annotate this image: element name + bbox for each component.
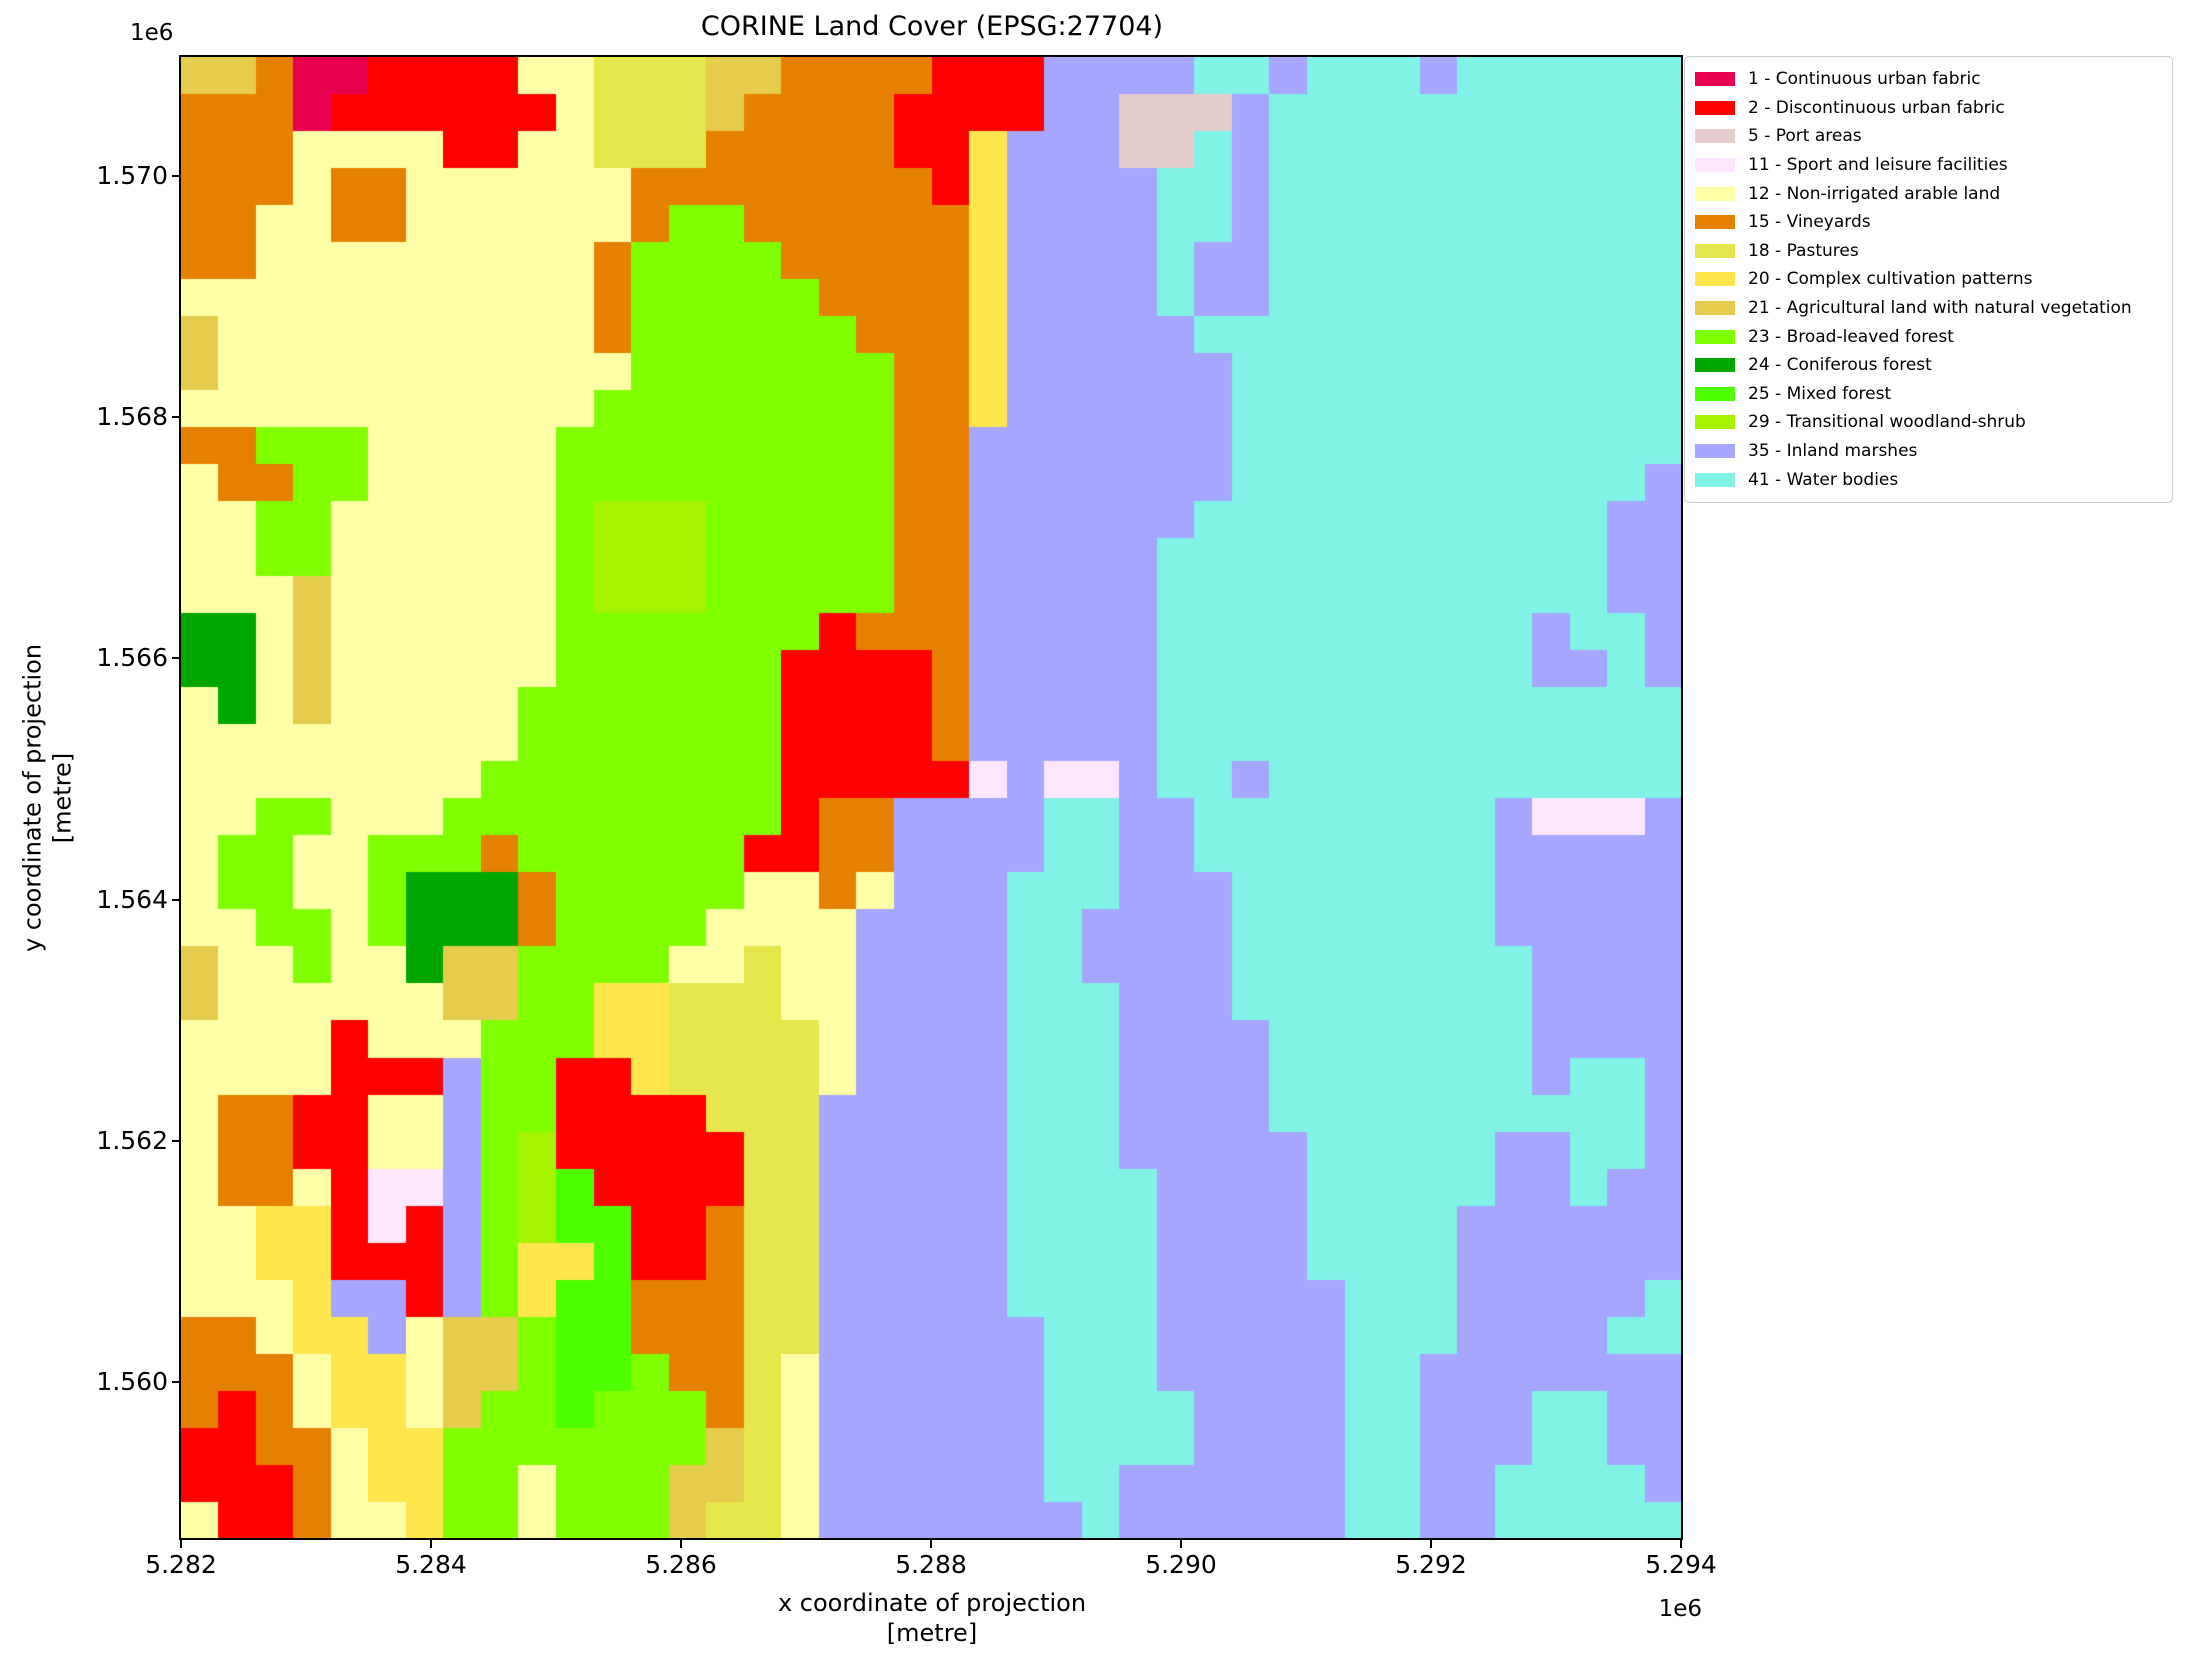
legend-item: 12 - Non-irrigated arable land [1695,179,2162,208]
y-tick-mark [172,175,180,178]
y-tick-label: 1.560 [96,1367,168,1397]
y-tick-label: 1.570 [96,161,168,191]
x-axis-offset-label: 1e6 [1658,1596,1702,1622]
x-tick-mark [180,1540,182,1548]
legend-label: 41 - Water bodies [1748,469,1899,490]
x-tick-mark [1180,1540,1182,1548]
legend-item: 2 - Discontinuous urban fabric [1695,94,2162,123]
legend-label: 21 - Agricultural land with natural vege… [1748,298,2132,319]
y-tick-label: 1.566 [96,643,168,673]
x-tick-label: 5.292 [1395,1550,1467,1579]
legend-label: 35 - Inland marshes [1748,441,1918,462]
y-axis-offset-label: 1e6 [130,20,174,46]
legend-item: 21 - Agricultural land with natural vege… [1695,294,2162,323]
y-axis-label-line2: [metre] [48,752,77,844]
x-tick-label: 5.288 [895,1550,967,1579]
y-tick-mark [172,898,180,901]
legend-label: 11 - Sport and leisure facilities [1748,155,2008,176]
legend-label: 1 - Continuous urban fabric [1748,69,1981,90]
legend-item: 24 - Coniferous forest [1695,351,2162,380]
legend-swatch [1695,329,1735,344]
legend-label: 23 - Broad-leaved forest [1748,326,1954,347]
y-tick-mark [172,657,180,660]
legend-item: 5 - Port areas [1695,122,2162,151]
x-tick-mark [1430,1540,1432,1548]
legend: 1 - Continuous urban fabric 2 - Discontin… [1684,56,2173,503]
legend-swatch [1695,272,1735,287]
legend-swatch [1695,415,1735,430]
legend-swatch [1695,243,1735,258]
x-tick-mark [680,1540,682,1548]
legend-swatch [1695,186,1735,201]
legend-item: 15 - Vineyards [1695,208,2162,237]
x-tick-label: 5.282 [145,1550,217,1579]
legend-label: 2 - Discontinuous urban fabric [1748,97,2005,118]
legend-item: 35 - Inland marshes [1695,437,2162,466]
legend-swatch [1695,129,1735,144]
legend-item: 25 - Mixed forest [1695,380,2162,409]
legend-label: 15 - Vineyards [1748,212,1871,233]
legend-label: 25 - Mixed forest [1748,383,1892,404]
legend-swatch [1695,472,1735,487]
legend-swatch [1695,158,1735,173]
x-tick-label: 5.290 [1145,1550,1217,1579]
legend-label: 5 - Port areas [1748,126,1862,147]
legend-item: 11 - Sport and leisure facilities [1695,151,2162,180]
legend-swatch [1695,444,1735,459]
legend-label: 20 - Complex cultivation patterns [1748,269,2033,290]
legend-swatch [1695,386,1735,401]
legend-swatch [1695,358,1735,373]
x-tick-mark [1680,1540,1682,1548]
x-axis-label-line2: [metre] [886,1619,978,1647]
y-axis-label-line1: y coordinate of projection [18,643,47,953]
y-tick-label: 1.562 [96,1125,168,1155]
legend-item: 18 - Pastures [1695,237,2162,266]
legend-swatch [1695,72,1735,87]
y-tick-mark [172,1381,180,1384]
x-axis-label: x coordinate of projection [metre] [181,1588,1683,1648]
legend-item: 1 - Continuous urban fabric [1695,65,2162,94]
x-tick-label: 5.284 [395,1550,467,1579]
y-tick-mark [172,416,180,419]
legend-swatch [1695,100,1735,115]
x-tick-label: 5.286 [645,1550,717,1579]
legend-item: 29 - Transitional woodland-shrub [1695,408,2162,437]
y-tick-label: 1.564 [96,884,168,914]
legend-label: 12 - Non-irrigated arable land [1748,183,2001,204]
legend-label: 18 - Pastures [1748,240,1859,261]
land-cover-raster-map [181,57,1683,1540]
y-tick-mark [172,1139,180,1142]
x-tick-mark [430,1540,432,1548]
legend-swatch [1695,215,1735,230]
legend-item: 20 - Complex cultivation patterns [1695,265,2162,294]
legend-item: 41 - Water bodies [1695,465,2162,494]
legend-swatch [1695,301,1735,316]
chart-title: CORINE Land Cover (EPSG:27704) [700,11,1164,42]
y-tick-label: 1.568 [96,402,168,432]
x-tick-mark [930,1540,932,1548]
legend-label: 24 - Coniferous forest [1748,355,1932,376]
legend-label: 29 - Transitional woodland-shrub [1748,412,2026,433]
legend-item: 23 - Broad-leaved forest [1695,322,2162,351]
x-axis-label-line1: x coordinate of projection [777,1589,1087,1617]
x-tick-label: 5.294 [1645,1550,1717,1579]
